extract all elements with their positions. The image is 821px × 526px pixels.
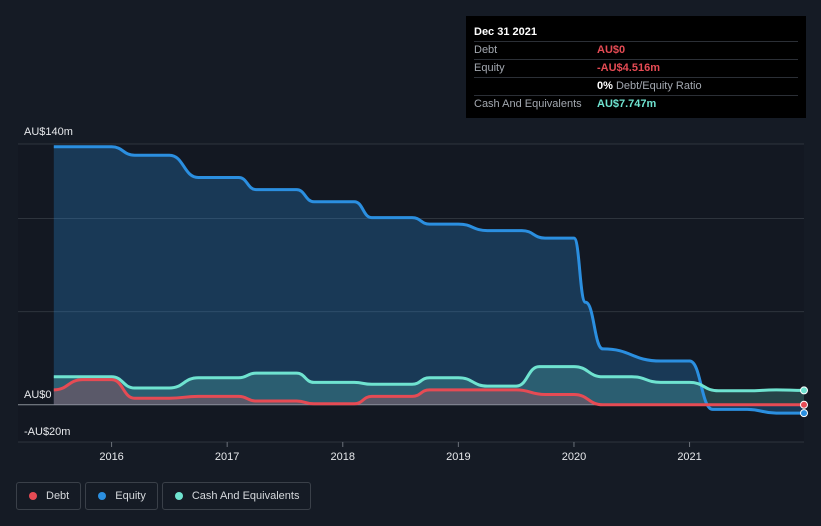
tooltip-ratio-suffix: Debt/Equity Ratio bbox=[615, 80, 702, 92]
y-label-top: AU$140m bbox=[24, 126, 73, 138]
tooltip-cash-value: AU$7.747m bbox=[597, 98, 657, 110]
x-axis-ticks: 2016 2017 2018 2019 2020 2021 bbox=[99, 442, 702, 463]
tooltip-ratio-number: 0% bbox=[597, 80, 613, 92]
legend-label-equity: Equity bbox=[115, 490, 146, 502]
tooltip-row-debt: Debt AU$0 bbox=[474, 41, 798, 59]
tooltip-date: Dec 31 2021 bbox=[474, 26, 537, 38]
x-tick-label: 2021 bbox=[677, 451, 701, 463]
legend-item-equity[interactable]: Equity bbox=[85, 482, 158, 510]
end-marker-cash bbox=[800, 386, 808, 395]
legend-label-debt: Debt bbox=[46, 490, 70, 502]
tooltip-ratio-value: 0% Debt/Equity Ratio bbox=[597, 78, 702, 95]
tooltip-row-cash: Cash And Equivalents AU$7.747m bbox=[474, 95, 798, 113]
end-markers bbox=[800, 386, 808, 418]
x-tick-label: 2017 bbox=[215, 451, 239, 463]
end-marker-equity bbox=[800, 409, 808, 418]
y-label-zero: AU$0 bbox=[24, 389, 52, 401]
tooltip-equity-label: Equity bbox=[474, 62, 505, 74]
chart-legend: Debt Equity Cash And Equivalents bbox=[16, 482, 312, 510]
line-cash bbox=[53, 365, 805, 393]
x-tick-label: 2019 bbox=[446, 451, 470, 463]
series-lines bbox=[53, 145, 805, 415]
legend-dot-equity bbox=[98, 492, 107, 500]
tooltip-row-ratio: 0% Debt/Equity Ratio bbox=[474, 77, 798, 95]
legend-dot-debt bbox=[29, 492, 37, 500]
grid-lines bbox=[18, 143, 804, 443]
x-tick-label: 2020 bbox=[562, 451, 586, 463]
area-equity bbox=[53, 146, 805, 414]
y-label-bottom: -AU$20m bbox=[24, 426, 70, 438]
tooltip-row-equity: Equity -AU$4.516m bbox=[474, 59, 798, 77]
legend-label-cash: Cash And Equivalents bbox=[191, 490, 300, 502]
tooltip-debt-value: AU$0 bbox=[597, 44, 626, 56]
end-marker-debt bbox=[800, 400, 808, 409]
tooltip-cash-label: Cash And Equivalents bbox=[474, 98, 582, 110]
line-equity bbox=[53, 145, 804, 415]
x-tick-label: 2016 bbox=[99, 451, 123, 463]
x-tick-label: 2018 bbox=[331, 451, 355, 463]
area-debt bbox=[53, 379, 805, 405]
plot-background bbox=[18, 144, 804, 442]
legend-item-cash[interactable]: Cash And Equivalents bbox=[161, 482, 312, 510]
tooltip-equity-value: -AU$4.516m bbox=[597, 62, 660, 74]
tooltip-ratio-label bbox=[474, 78, 597, 95]
legend-item-debt[interactable]: Debt bbox=[16, 482, 82, 510]
tooltip-debt-label: Debt bbox=[474, 44, 498, 56]
line-debt bbox=[53, 378, 804, 407]
legend-dot-cash bbox=[174, 492, 183, 500]
data-tooltip: Dec 31 2021 Debt AU$0 Equity -AU$4.516m … bbox=[466, 16, 806, 118]
